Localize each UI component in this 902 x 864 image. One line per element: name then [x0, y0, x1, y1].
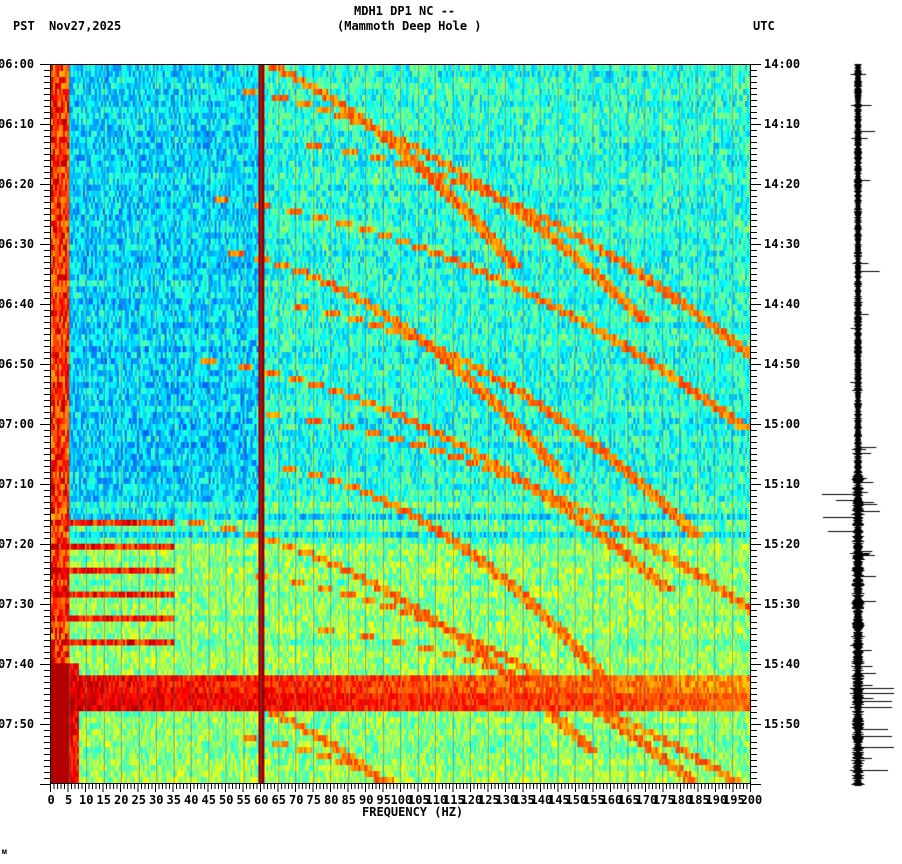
x-tick-label: 200 [740, 793, 763, 807]
x-tick-label: 115 [443, 793, 465, 807]
x-tick-label: 180 [670, 793, 693, 807]
station-title: MDH1 DP1 NC -- [354, 4, 456, 18]
y-tick-left-label: 06:40 [0, 297, 35, 311]
x-tick-label: 40 [184, 793, 199, 807]
y-tick-left-label: 06:50 [0, 357, 35, 371]
seismogram-trace [800, 60, 902, 790]
y-tick-left-label: 06:00 [0, 57, 35, 71]
date-label: Nov27,2025 [49, 19, 122, 33]
x-tick-label: 185 [688, 793, 710, 807]
y-tick-left-label: 06:10 [0, 117, 35, 131]
x-tick-label: 160 [600, 793, 623, 807]
x-tick-label: 80 [324, 793, 339, 807]
y-tick-right-label: 15:30 [764, 597, 801, 611]
site-name: (Mammoth Deep Hole ) [337, 19, 482, 33]
y-tick-right-label: 15:00 [764, 417, 801, 431]
x-tick-label: 0 [47, 793, 55, 807]
y-tick-right-label: 14:00 [764, 57, 801, 71]
x-tick-label: 95 [376, 793, 391, 807]
x-tick-label: 145 [548, 793, 570, 807]
x-tick-label: 85 [341, 793, 356, 807]
y-tick-right-label: 15:20 [764, 537, 801, 551]
x-tick-label: 75 [306, 793, 321, 807]
x-tick-label: 15 [96, 793, 111, 807]
x-tick-label: 45 [201, 793, 216, 807]
x-tick-label: 135 [513, 793, 535, 807]
y-tick-right-label: 15:40 [764, 657, 801, 671]
x-tick-label: 35 [166, 793, 181, 807]
y-tick-right-label: 15:10 [764, 477, 801, 491]
y-tick-left-label: 06:20 [0, 177, 35, 191]
y-tick-right-label: 14:30 [764, 237, 801, 251]
corner-mark: ᴍ [2, 847, 7, 856]
x-tick-label: 120 [460, 793, 483, 807]
y-tick-right-label: 14:40 [764, 297, 801, 311]
x-tick-label: 125 [478, 793, 500, 807]
y-tick-left-label: 07:50 [0, 717, 35, 731]
x-tick-label: 10 [79, 793, 94, 807]
right-timezone: UTC [753, 19, 775, 33]
x-tick-label: 60 [254, 793, 269, 807]
x-tick-label: 165 [618, 793, 640, 807]
spectrogram-plot [50, 64, 751, 784]
y-tick-right-label: 14:10 [764, 117, 801, 131]
x-tick-label: 90 [359, 793, 374, 807]
x-tick-label: 30 [149, 793, 164, 807]
x-tick-label: 70 [289, 793, 304, 807]
x-axis-title: FREQUENCY (HZ) [362, 805, 464, 819]
x-tick-label: 50 [219, 793, 234, 807]
x-tick-label: 175 [653, 793, 675, 807]
y-tick-left-label: 07:20 [0, 537, 35, 551]
y-tick-left-label: 06:30 [0, 237, 35, 251]
x-tick-label: 150 [565, 793, 588, 807]
x-tick-label: 55 [236, 793, 251, 807]
x-tick-label: 140 [530, 793, 553, 807]
x-tick-label: 20 [114, 793, 129, 807]
x-tick-label: 65 [271, 793, 286, 807]
x-tick-label: 170 [635, 793, 658, 807]
y-tick-left-label: 07:40 [0, 657, 35, 671]
x-tick-label: 105 [408, 793, 430, 807]
x-tick-label: 155 [583, 793, 605, 807]
x-tick-label: 195 [723, 793, 745, 807]
x-tick-label: 130 [495, 793, 518, 807]
y-tick-right-label: 14:20 [764, 177, 801, 191]
x-tick-label: 100 [390, 793, 413, 807]
left-timezone: PST [13, 19, 35, 33]
x-tick-label: 110 [425, 793, 448, 807]
y-tick-left-label: 07:10 [0, 477, 35, 491]
y-tick-left-label: 07:00 [0, 417, 35, 431]
x-tick-label: 190 [705, 793, 728, 807]
y-tick-left-label: 07:30 [0, 597, 35, 611]
x-tick-label: 25 [131, 793, 146, 807]
y-tick-right-label: 15:50 [764, 717, 801, 731]
x-tick-label: 5 [65, 793, 73, 807]
y-tick-right-label: 14:50 [764, 357, 801, 371]
